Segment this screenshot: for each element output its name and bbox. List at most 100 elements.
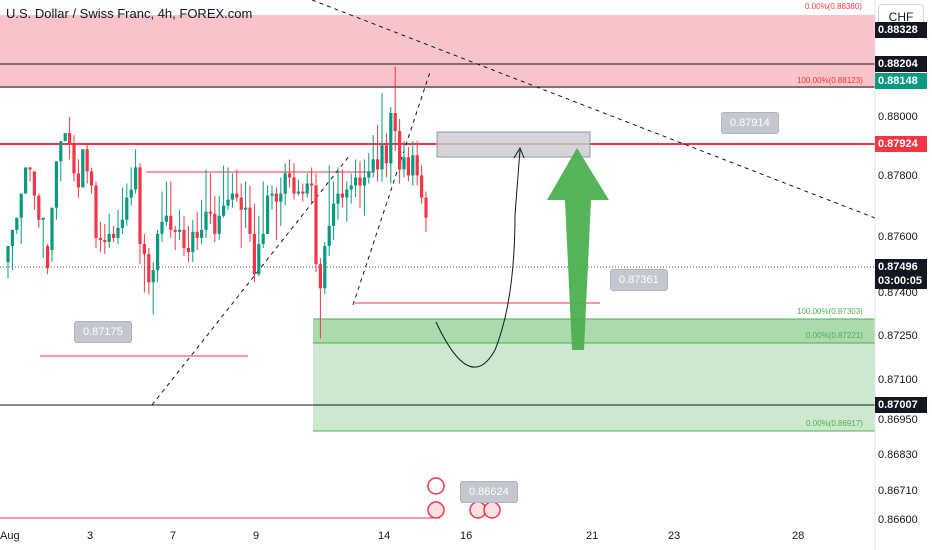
candle-body [332, 203, 336, 226]
candle-body [46, 245, 50, 269]
candle-body [230, 193, 234, 200]
candle-body [336, 193, 340, 204]
candle-body [402, 157, 406, 170]
candle-body [406, 157, 410, 176]
y-tick-label: 0.87400 [878, 287, 918, 299]
price-tag: 0.87924 [875, 136, 927, 152]
candle-body [301, 191, 305, 194]
candle-body [349, 185, 353, 190]
y-tick-label: 0.88000 [878, 111, 918, 123]
candle-body [292, 177, 296, 194]
price-tag: 0.88148 [875, 73, 927, 89]
candle-body [116, 227, 120, 238]
price-tag: 0.87007 [875, 397, 927, 413]
candle-body [107, 233, 111, 242]
candle-body [367, 171, 371, 178]
candle-body [90, 171, 94, 186]
price-callout: 0.87361 [610, 269, 668, 291]
candle-body [314, 185, 318, 265]
candle-body [28, 167, 32, 170]
candle-body [41, 217, 45, 220]
fib-level-label: 0.00%(0.86917) [806, 419, 863, 428]
candle-body [142, 243, 146, 255]
candle-body [283, 173, 287, 194]
candle-body [310, 183, 314, 186]
price-tag: 0.88204 [875, 56, 927, 72]
fib-level-label: 100.00%(0.88123) [797, 76, 863, 85]
candle-body [134, 167, 138, 190]
candle-body [318, 264, 322, 289]
price-tag: 03:00:05 [875, 273, 927, 289]
candle-body [270, 193, 274, 196]
candle-body [362, 177, 366, 186]
candle-body [182, 229, 186, 248]
x-tick-label: Aug [0, 530, 20, 542]
candle-body [24, 167, 28, 194]
candle-body [151, 270, 155, 283]
candle-body [160, 221, 164, 234]
candle-body [204, 211, 208, 230]
candle-body [424, 197, 428, 218]
x-tick-label: 3 [87, 530, 94, 542]
candle-body [398, 131, 402, 170]
chart-title: U.S. Dollar / Swiss Franc, 4h, FOREX.com [6, 6, 253, 21]
target-box [436, 131, 591, 158]
resistance-zone [0, 15, 875, 88]
candle-body [217, 215, 221, 234]
candle-body [120, 219, 124, 228]
candle-body [411, 155, 415, 176]
candle-body [371, 159, 375, 172]
projection-arrowhead [513, 146, 525, 159]
candle-body [191, 231, 195, 253]
candle-body [239, 197, 243, 210]
candle-body [358, 177, 362, 186]
y-tick-label: 0.87100 [878, 374, 918, 386]
x-tick-label: 21 [586, 530, 599, 542]
candle-body [173, 229, 177, 232]
candle-body [138, 167, 142, 244]
price-tag: 0.88328 [875, 22, 927, 38]
candle-body [76, 173, 80, 188]
y-tick-label: 0.87250 [878, 330, 918, 342]
candle-body [94, 185, 98, 238]
x-tick-label: 23 [668, 530, 681, 542]
candle-body [15, 217, 19, 230]
candle-body [164, 215, 168, 222]
candle-body [305, 183, 309, 194]
y-tick-label: 0.87600 [878, 231, 918, 243]
price-callout: 0.86624 [460, 481, 518, 503]
candle-body [200, 229, 204, 238]
candle-body [266, 195, 270, 234]
candle-body [125, 197, 129, 220]
candle-body [257, 243, 261, 275]
candle-body [85, 149, 89, 172]
candle-body [59, 141, 63, 162]
candle-body [19, 193, 23, 218]
support-zone-upper [313, 319, 875, 343]
x-tick-label: 16 [460, 530, 473, 542]
y-tick-label: 0.86710 [878, 485, 918, 497]
candle-body [68, 133, 72, 144]
candle-body [98, 237, 102, 240]
candle-body [178, 229, 182, 232]
price-callout: 0.87914 [721, 112, 779, 134]
candle-body [54, 161, 58, 208]
us-flag-icon [483, 501, 501, 519]
us-flag-icon [427, 501, 445, 519]
candle-body [222, 205, 226, 216]
y-tick-label: 0.87800 [878, 170, 918, 182]
candle-body [226, 199, 230, 206]
projection-curve [435, 149, 521, 368]
fib-level-label: 100.00%(0.87303) [797, 307, 863, 316]
candle-body [288, 173, 292, 178]
candle-body [10, 229, 14, 246]
candle-body [380, 145, 384, 170]
candle-body [261, 233, 265, 244]
candle-body [393, 112, 397, 132]
candle-body [345, 189, 349, 198]
candle-body [147, 254, 151, 283]
candle-body [72, 143, 76, 174]
candle-body [340, 193, 344, 198]
candle-body [248, 207, 252, 234]
